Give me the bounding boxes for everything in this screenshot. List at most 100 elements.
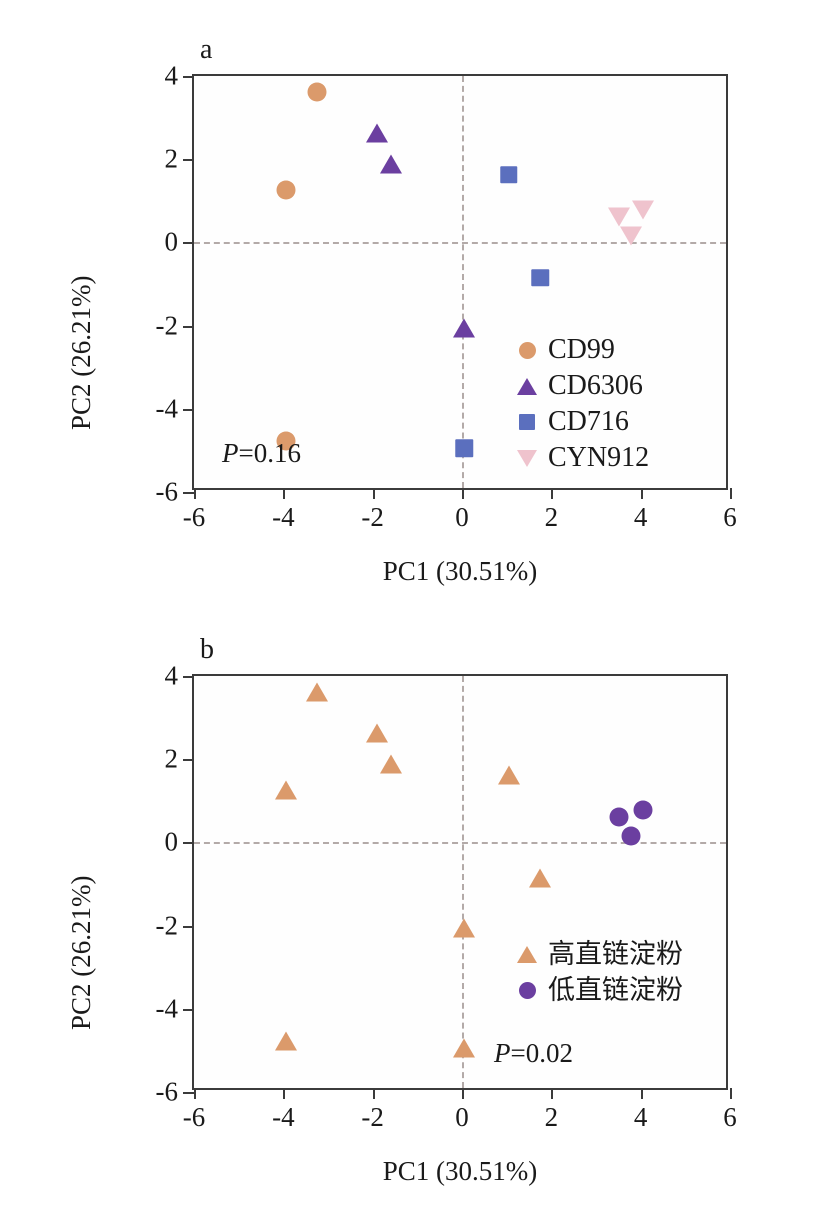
legend-item[interactable]: CD716 — [512, 404, 649, 440]
data-point-triangle-up — [274, 780, 297, 800]
y-axis-tick — [183, 925, 194, 928]
y-axis-tick — [183, 242, 194, 245]
data-point-triangle-up — [453, 918, 476, 938]
legend-marker-triangle-up-icon — [512, 945, 542, 963]
data-point-circle — [307, 82, 327, 102]
x-axis-tick — [730, 488, 732, 499]
data-point-triangle-up — [379, 754, 402, 774]
legend-item[interactable]: 低直链淀粉 — [512, 972, 683, 1008]
x-axis-tick — [551, 1088, 554, 1099]
legend-item-label: CD99 — [548, 334, 615, 365]
legend-item[interactable]: 高直链淀粉 — [512, 936, 683, 972]
data-point-square — [519, 414, 535, 430]
x-axis-tick-label: -4 — [272, 1102, 295, 1132]
x-axis-tick-label: 2 — [544, 502, 559, 532]
legend-item[interactable]: CD99 — [512, 332, 649, 368]
panel-b-pvalue-number: =0.02 — [510, 1038, 573, 1068]
y-axis-tick-label: -4 — [155, 993, 179, 1024]
x-axis-tick — [194, 1088, 196, 1099]
y-axis-tick-label: -2 — [155, 310, 179, 341]
data-point-circle — [621, 826, 641, 846]
y-axis-tick-label: 2 — [164, 143, 179, 174]
data-point-circle — [609, 807, 629, 827]
y-axis-tick-label: 2 — [164, 743, 179, 774]
data-point-triangle-up — [517, 377, 537, 395]
zero-line-vertical — [462, 76, 464, 488]
y-axis-tick — [183, 159, 194, 162]
panel-a: a -6 -4 -2 0 2 4 -6 -4 -2 0 2 4 6 PC1 (30.51%) PC2 (… — [0, 0, 814, 600]
data-point-circle — [276, 180, 296, 200]
zero-line-horizontal — [194, 242, 726, 245]
x-axis-tick-label: -2 — [361, 1102, 384, 1132]
panel-b-plot-area: -6 -4 -2 0 2 4 -6 -4 -2 0 2 4 6 — [156, 662, 737, 1131]
y-axis-tick-label: 0 — [164, 226, 179, 257]
y-axis-tick-label: 4 — [164, 60, 179, 91]
y-axis-tick — [183, 1092, 194, 1094]
y-axis-tick-label: -6 — [155, 1076, 179, 1107]
legend-marker-circle-icon — [512, 981, 542, 999]
zero-line-horizontal — [194, 842, 726, 845]
panel-a-pvalue: P=0.16 — [222, 438, 301, 469]
panel-b-pvalue: P=0.02 — [494, 1038, 573, 1069]
data-point-triangle-down — [619, 226, 642, 246]
data-point-circle — [633, 800, 653, 820]
x-axis-tick-label: 0 — [455, 1102, 469, 1132]
legend-marker-triangle-down-icon — [512, 449, 542, 467]
x-axis-tick — [194, 488, 196, 499]
panel-b-y-axis-label: PC2 (26.21%) — [66, 875, 96, 1031]
panel-a-plot-area: -6 -4 -2 0 2 4 -6 -4 -2 0 2 4 6 — [156, 62, 737, 531]
y-axis-tick — [183, 842, 194, 845]
data-point-triangle-up — [366, 723, 389, 743]
x-axis-tick-label: 6 — [723, 502, 737, 532]
panel-a-x-axis-label: PC1 (30.51%) — [382, 556, 538, 586]
x-axis-tick-label: 4 — [633, 502, 648, 532]
x-axis-tick-label: 4 — [633, 1102, 648, 1132]
data-point-triangle-down — [517, 449, 537, 467]
zero-line-vertical — [462, 676, 464, 1088]
legend-item-label: CYN912 — [548, 442, 650, 473]
y-axis-tick-label: 4 — [164, 660, 179, 691]
x-axis-tick — [640, 488, 643, 499]
x-axis-tick — [462, 1088, 464, 1099]
x-axis-tick-label: 0 — [455, 502, 469, 532]
x-axis-tick-label: 2 — [544, 1102, 559, 1132]
data-point-triangle-up — [517, 945, 537, 963]
x-axis-tick — [640, 1088, 643, 1099]
panel-a-letter: a — [200, 34, 213, 65]
y-axis-tick-label: -2 — [155, 910, 179, 941]
data-point-triangle-down — [631, 200, 654, 220]
data-point-square — [500, 165, 518, 184]
y-axis-tick — [183, 676, 194, 678]
legend-item-label: 低直链淀粉 — [548, 974, 683, 1006]
x-axis-tick — [283, 1088, 286, 1099]
data-point-triangle-up — [497, 765, 520, 785]
panel-a-pvalue-symbol: P — [222, 438, 239, 468]
y-axis-tick — [183, 408, 194, 411]
data-point-square — [455, 439, 473, 458]
legend-item-label: 高直链淀粉 — [548, 938, 683, 970]
legend-marker-square-icon — [512, 414, 542, 430]
panel-b-legend: 高直链淀粉低直链淀粉 — [512, 936, 683, 1008]
x-axis-tick-label: -2 — [361, 502, 384, 532]
y-axis-tick — [183, 1008, 194, 1011]
y-axis-tick — [183, 325, 194, 328]
x-axis-tick-label: -4 — [272, 502, 295, 532]
panel-b-x-axis-label: PC1 (30.51%) — [382, 1156, 538, 1186]
legend-item[interactable]: CYN912 — [512, 440, 649, 476]
x-axis-tick — [730, 1088, 732, 1099]
data-point-circle — [518, 341, 536, 359]
x-axis-tick — [462, 488, 464, 499]
x-axis-tick-label: -6 — [182, 502, 206, 532]
legend-marker-circle-icon — [512, 341, 542, 359]
panel-a-pvalue-number: =0.16 — [238, 438, 301, 468]
data-point-circle — [518, 981, 536, 999]
x-axis-tick — [372, 488, 375, 499]
data-point-triangle-down — [608, 207, 631, 227]
legend-item[interactable]: CD6306 — [512, 368, 649, 404]
y-axis-tick-label: -4 — [155, 393, 179, 424]
data-point-triangle-up — [305, 682, 328, 702]
y-axis-tick — [183, 492, 194, 494]
data-point-triangle-up — [453, 318, 476, 338]
panel-b-letter: b — [200, 634, 214, 665]
y-axis-tick — [183, 76, 194, 78]
